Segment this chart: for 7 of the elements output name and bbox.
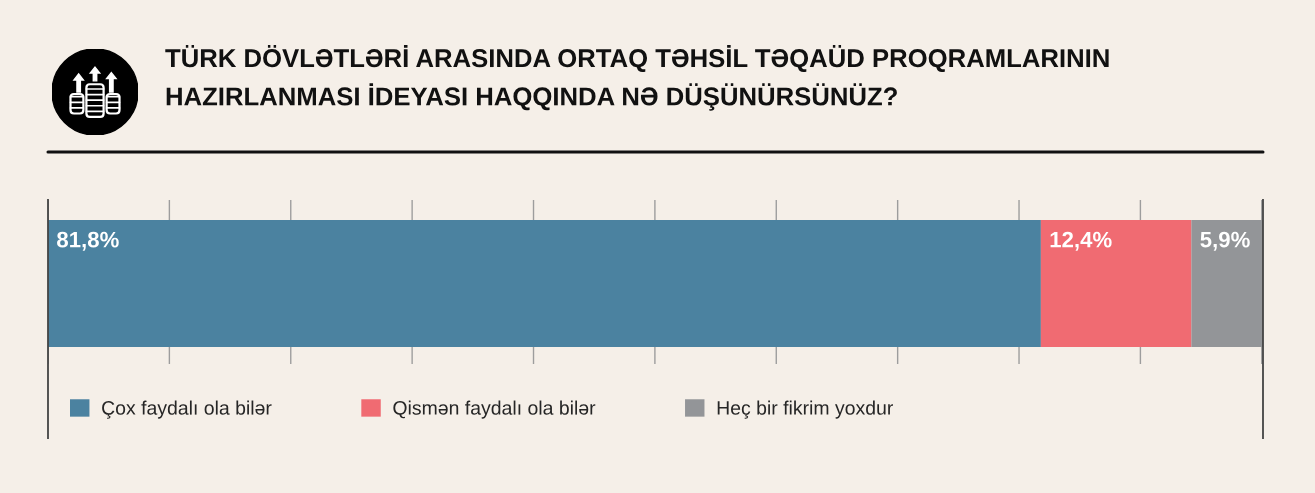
legend-label: Çox faydalı ola bilər [102, 400, 272, 419]
chart-title: TÜRK DÖVLƏTLƏRİ ARASINDA ORTAQ TƏHSİL TƏQAÜD PROQRAMLARININ HAZIRLANMASI İDEYASI HAQQINDA NƏ DÜŞÜNÜRSÜNÜZ? [165, 45, 1109, 111]
data-label: 5,9% [1200, 231, 1250, 251]
legend-label: Heç bir fikrim yoxdur [717, 400, 894, 419]
data-label: 81,8% [57, 231, 119, 251]
data-label: 12,4% [1050, 231, 1112, 251]
legend-label: Qismən faydalı ola bilər [393, 400, 596, 419]
